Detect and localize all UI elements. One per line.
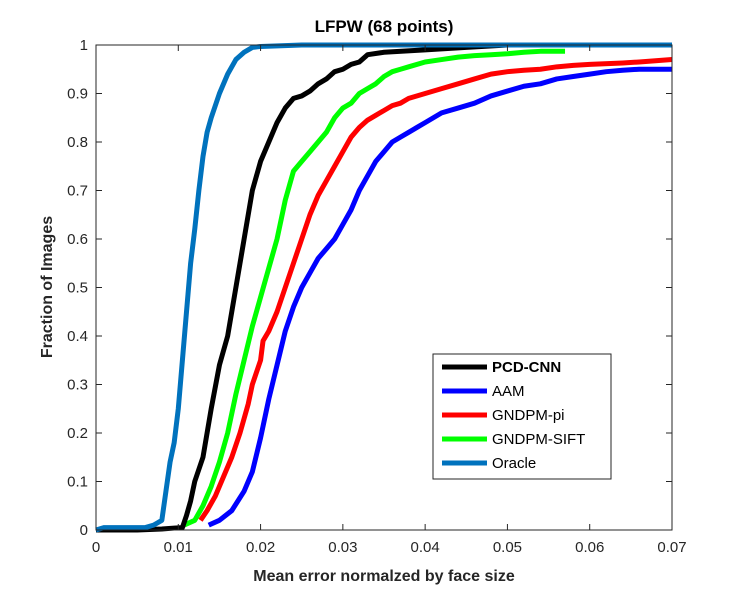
legend-label-gndpm-sift: GNDPM-SIFT xyxy=(492,431,585,448)
series-line-gndpm-pi xyxy=(198,57,673,522)
chart-title: LFPW (68 points) xyxy=(315,17,454,36)
legend-label-aam: AAM xyxy=(492,383,525,400)
y-tick-label: 0.1 xyxy=(67,474,88,491)
x-tick-label: 0 xyxy=(92,539,100,556)
x-tick-label: 0.01 xyxy=(164,539,193,556)
y-tick-label: 1 xyxy=(80,37,88,54)
y-tick-label: 0.8 xyxy=(67,134,88,151)
x-tick-label: 0.03 xyxy=(328,539,357,556)
x-tick-label: 0.06 xyxy=(575,539,604,556)
x-tick-label: 0.02 xyxy=(246,539,275,556)
x-tick-label: 0.04 xyxy=(411,539,440,556)
legend-label-gndpm-pi: GNDPM-pi xyxy=(492,407,565,424)
series-layer xyxy=(95,42,673,533)
y-tick-label: 0.7 xyxy=(67,183,88,200)
y-axis-title: Fraction of Images xyxy=(39,216,56,358)
x-tick-label: 0.07 xyxy=(657,539,686,556)
series-line-gndpm-sift xyxy=(183,48,566,528)
x-axis-title: Mean error normalzed by face size xyxy=(253,568,515,585)
series-line-pcd-cnn xyxy=(96,42,672,533)
y-tick-label: 0.6 xyxy=(67,231,88,248)
legend: PCD-CNN AAM GNDPM-pi GNDPM-SIFT Oracle xyxy=(432,353,612,480)
legend-label-oracle: Oracle xyxy=(492,455,536,472)
series-line-aam xyxy=(207,66,672,528)
y-tick-label: 0.4 xyxy=(67,328,88,345)
y-tick-label: 0.3 xyxy=(67,377,88,394)
series-line-oracle xyxy=(95,42,672,533)
y-tick-label: 0.9 xyxy=(67,86,88,103)
x-tick-label: 0.05 xyxy=(493,539,522,556)
y-tick-label: 0.5 xyxy=(67,280,88,297)
y-tick-label: 0 xyxy=(80,522,88,539)
tick-layer: 0 0.01 0.02 0.03 0.04 0.05 0.06 0.07 0 0.1 0.2 0.3 0… xyxy=(67,37,686,556)
legend-label-pcd-cnn: PCD-CNN xyxy=(492,359,561,376)
y-tick-label: 0.2 xyxy=(67,425,88,442)
